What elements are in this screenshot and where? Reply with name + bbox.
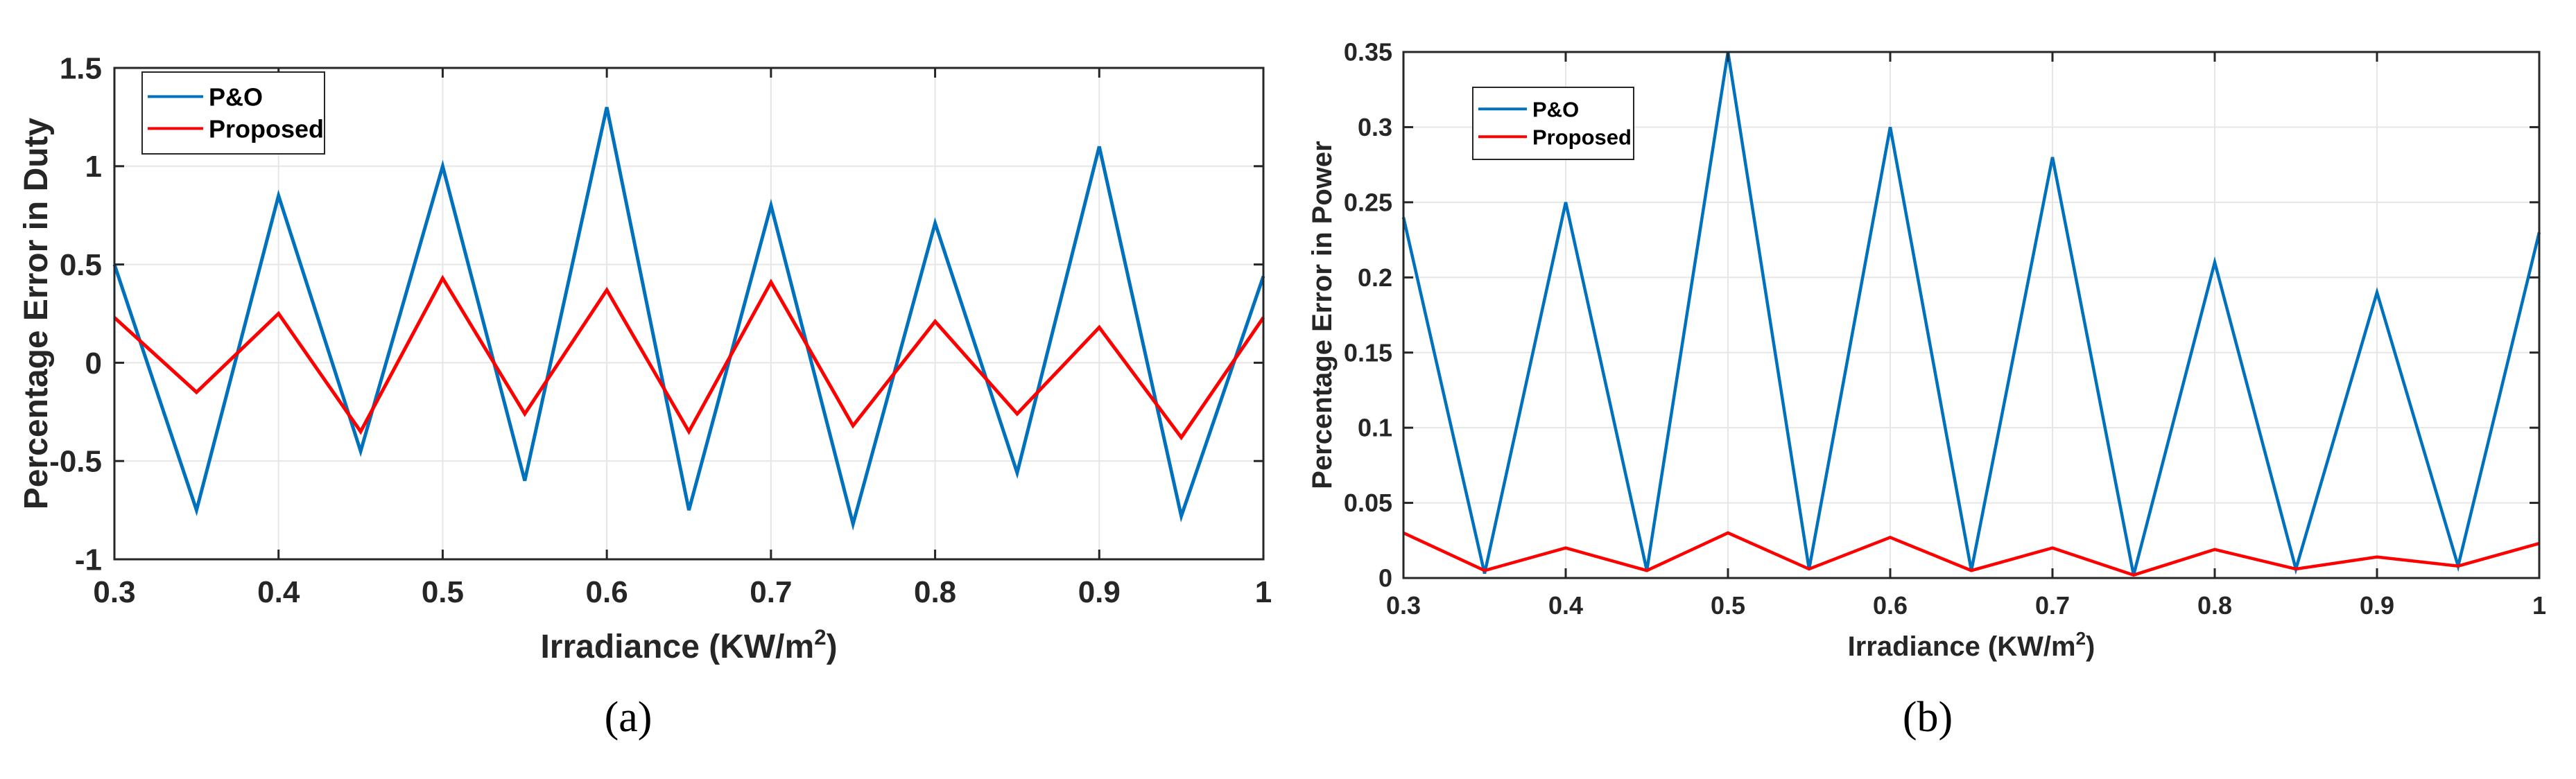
series-line-b-1 — [1403, 531, 2540, 577]
y-tick-label-b-4: 0.2 — [1358, 263, 1392, 292]
x-tick-label-b-3: 0.6 — [1873, 591, 1908, 620]
x-tick-label-a-4: 0.7 — [750, 575, 792, 609]
y-tick-label-b-6: 0.3 — [1358, 113, 1392, 141]
caption-a: (a) — [605, 694, 652, 741]
caption-b: (b) — [1903, 694, 1953, 741]
y-tick-label-a-0: -1 — [75, 543, 102, 577]
x-axis-title-main-b: Irradiance (KW/m — [1848, 631, 2076, 662]
series-line-a-1 — [113, 274, 1265, 441]
x-tick-label-a-7: 1 — [1255, 575, 1272, 609]
x-tick-label-b-7: 1 — [2532, 591, 2546, 620]
y-axis-title-b: Percentage Error in Power — [1307, 141, 1338, 489]
y-tick-label-b-5: 0.25 — [1344, 188, 1392, 216]
y-tick-label-a-5: 1.5 — [60, 51, 102, 85]
x-tick-label-b-5: 0.8 — [2197, 591, 2232, 620]
y-tick-label-b-1: 0.05 — [1344, 489, 1392, 517]
x-tick-label-b-0: 0.3 — [1386, 591, 1421, 620]
x-tick-label-a-6: 0.9 — [1078, 575, 1121, 609]
x-axis-title-a: Irradiance (KW/m2) — [540, 625, 837, 665]
x-tick-label-a-0: 0.3 — [93, 575, 135, 609]
y-tick-label-b-7: 0.35 — [1344, 38, 1392, 67]
legend-label-a-1: Proposed — [209, 114, 324, 143]
legend-label-b-0: P&O — [1532, 97, 1579, 121]
x-tick-label-a-2: 0.5 — [422, 575, 464, 609]
series-line-a-0 — [112, 107, 1265, 531]
y-tick-label-a-4: 1 — [85, 150, 102, 184]
x-tick-label-a-3: 0.6 — [586, 575, 628, 609]
x-axis-title-sup-b: 2 — [2076, 628, 2086, 649]
y-tick-label-a-2: 0 — [85, 347, 102, 380]
x-tick-label-b-4: 0.7 — [2035, 591, 2070, 620]
axes-box-b — [1402, 51, 2541, 579]
axes-box-a — [113, 67, 1265, 561]
x-axis-title-suffix-b: ) — [2086, 631, 2095, 662]
x-tick-label-b-6: 0.9 — [2360, 591, 2394, 620]
y-tick-label-b-2: 0.1 — [1358, 414, 1392, 442]
y-tick-label-b-0: 0 — [1378, 564, 1392, 593]
legend-label-b-1: Proposed — [1532, 125, 1632, 149]
y-axis-title-a: Percentage Error in Duty — [18, 117, 55, 509]
x-axis-title-sup-a: 2 — [814, 625, 826, 649]
legend-box-b — [1472, 87, 1634, 160]
x-tick-label-a-1: 0.4 — [257, 575, 300, 609]
legend-label-a-0: P&O — [209, 82, 263, 111]
x-tick-label-b-1: 0.4 — [1548, 591, 1583, 620]
legend-box-a — [141, 71, 325, 155]
x-axis-title-main-a: Irradiance (KW/m — [540, 629, 814, 665]
x-axis-title-suffix-a: ) — [827, 629, 838, 665]
x-tick-label-a-5: 0.8 — [914, 575, 956, 609]
x-tick-label-b-2: 0.5 — [1711, 591, 1745, 620]
x-axis-title-b: Irradiance (KW/m2) — [1848, 628, 2095, 662]
y-tick-label-a-3: 0.5 — [60, 248, 102, 282]
chart-panel-a: 0.3 0.4 0.5 0.6 0.7 0.8 0.9 1 -1 -0.5 0 0.5 1 1.5 Irra… — [18, 51, 1272, 665]
chart-panel-b: 0.3 0.4 0.5 0.6 0.7 0.8 0.9 1 0 0.05 0.1 0.15 0.2 0.2… — [1307, 38, 2546, 662]
y-tick-label-b-3: 0.15 — [1344, 338, 1392, 367]
y-tick-label-a-1: -0.5 — [49, 445, 102, 479]
